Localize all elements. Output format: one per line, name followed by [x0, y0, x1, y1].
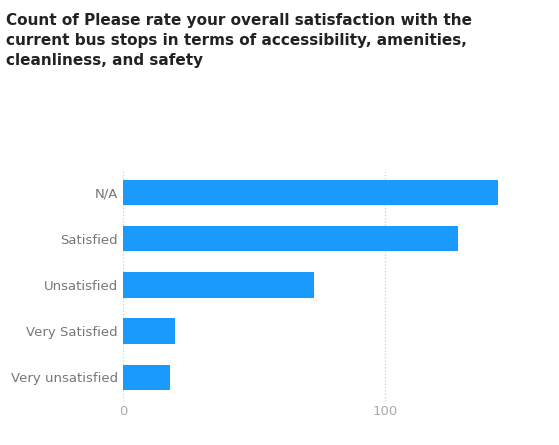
Bar — [123, 226, 458, 251]
Bar — [123, 272, 314, 298]
Bar — [123, 318, 176, 344]
Text: Count of Please rate your overall satisfaction with the
current bus stops in ter: Count of Please rate your overall satisf… — [6, 13, 472, 68]
Bar — [123, 364, 170, 390]
Bar — [123, 180, 498, 205]
